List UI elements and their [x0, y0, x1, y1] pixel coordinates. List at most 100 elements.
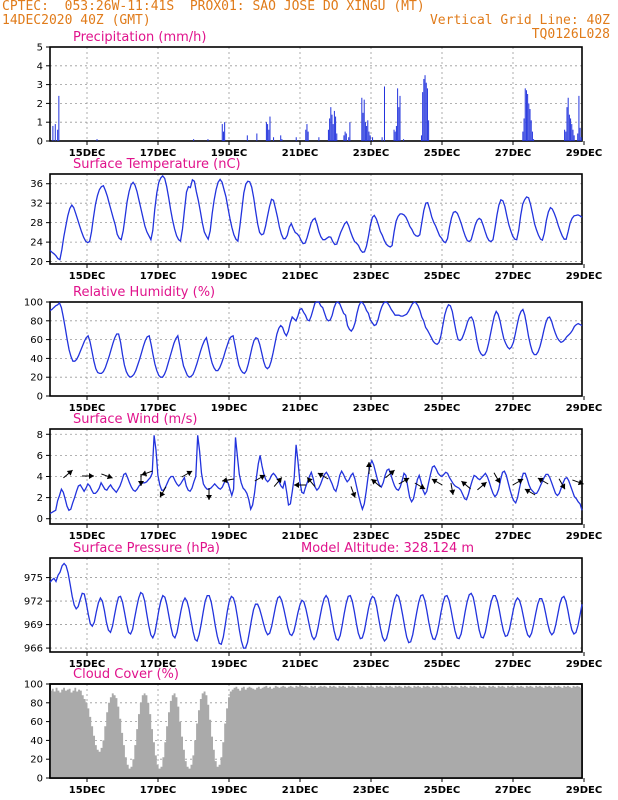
precip-bar: [369, 135, 371, 141]
precip-bar: [330, 107, 332, 141]
precip-bar: [368, 131, 370, 141]
plot-frame: [49, 557, 583, 653]
wind-direction-arrow: [222, 477, 234, 484]
precip-bar: [530, 120, 532, 141]
y-tick-label: 2: [37, 99, 43, 110]
x-tick-label: 27DEC: [495, 148, 531, 159]
precip-bar: [525, 90, 527, 141]
wind-direction-arrow: [138, 474, 144, 486]
y-tick-label: 0: [37, 137, 43, 148]
y-tick-label: 32: [30, 199, 43, 210]
precip-bar: [362, 112, 364, 141]
chart-header: CPTEC: 053:26W-11:41S PROX01: SAO JOSE D…: [0, 0, 618, 44]
x-tick-label: 29DEC: [566, 271, 602, 282]
precip-bar: [57, 129, 59, 141]
panel-cloud: 0 20 40 60 80 100 15DEC 17DEC 19DEC 21DEC 23DEC 25D…: [24, 667, 602, 796]
x-tick-label: 19DEC: [211, 659, 247, 670]
wind-direction-arrow: [63, 469, 73, 479]
panel-pres: 966 969 972 975 15DEC 17DEC 19DEC 21DEC 23DEC 25D…: [24, 541, 602, 670]
wind-direction-arrow: [493, 472, 501, 484]
precip-bar: [567, 97, 569, 141]
panel-precip: 0 1 2 3 4 5 15DEC 17DEC 19DEC 21DEC 23DEC 25DEC 27DE…: [37, 30, 603, 159]
x-tick-label: 17DEC: [140, 785, 176, 796]
x-tick-label: 29DEC: [566, 531, 602, 542]
y-tick-label: 80: [30, 698, 43, 709]
wind-direction-arrow: [273, 477, 283, 487]
precip-bar: [224, 122, 226, 141]
plot-frame: [49, 683, 583, 779]
panel-rh: 0 20 40 60 80 100 15DEC 17DEC 19DEC 21DEC 23DEC 25D…: [24, 285, 602, 414]
wind-direction-arrow: [558, 478, 566, 490]
x-tick-label: 19DEC: [211, 531, 247, 542]
x-tick-label: 27DEC: [495, 659, 531, 670]
precip-bar: [580, 137, 582, 141]
x-tick-label: 25DEC: [424, 403, 460, 414]
precip-bar: [281, 139, 283, 141]
precip-bar: [528, 103, 530, 141]
x-tick-label: 19DEC: [211, 785, 247, 796]
precip-bar: [403, 139, 405, 141]
precip-bar: [424, 75, 426, 141]
precip-bar: [566, 107, 568, 141]
y-tick-label: 4: [37, 472, 43, 483]
x-tick-label: 23DEC: [353, 785, 389, 796]
x-tick-label: 17DEC: [140, 531, 176, 542]
precip-bar: [564, 129, 566, 141]
x-tick-label: 21DEC: [282, 271, 318, 282]
precip-bar: [52, 125, 54, 141]
precip-bar: [395, 125, 397, 141]
precip-bar: [363, 99, 365, 141]
panel-temp: 20 24 28 32 36 15DEC 17DEC 19DEC 21DEC 23DEC 25DEC…: [30, 157, 602, 282]
precip-bar: [269, 116, 271, 141]
precip-bar: [331, 114, 333, 141]
precip-bar: [246, 135, 248, 141]
precip-bar: [348, 137, 350, 141]
y-tick-label: 6: [37, 451, 43, 462]
precip-bar: [397, 88, 399, 141]
y-tick-label: 2: [37, 493, 43, 504]
wind-direction-arrow: [371, 478, 381, 488]
x-tick-label: 15DEC: [69, 785, 105, 796]
y-tick-label: 5: [37, 43, 43, 54]
wind-direction-arrow: [366, 462, 372, 474]
precip-bar: [565, 131, 567, 141]
wind-direction-arrow: [572, 479, 584, 486]
wind-direction-arrow: [461, 480, 471, 490]
panel-title: Surface Pressure (hPa): [73, 541, 220, 556]
plot-frame: [49, 428, 583, 525]
precip-bar: [54, 124, 56, 141]
precip-bar: [335, 116, 337, 141]
y-tick-label: 969: [24, 620, 43, 631]
precip-bar: [329, 118, 331, 141]
wind-direction-arrow: [181, 470, 193, 478]
x-tick-label: 21DEC: [282, 659, 318, 670]
x-tick-label: 21DEC: [282, 403, 318, 414]
precip-bar: [333, 110, 335, 141]
precip-bar: [327, 129, 329, 141]
precip-bar: [336, 133, 338, 141]
x-tick-label: 21DEC: [282, 148, 318, 159]
x-tick-label: 15DEC: [69, 531, 105, 542]
y-tick-label: 40: [30, 736, 43, 747]
panel-title: Relative Humidity (%): [73, 285, 215, 300]
temp-series-line: [49, 174, 583, 261]
y-tick-label: 24: [30, 238, 43, 249]
y-tick-label: 40: [30, 354, 43, 365]
x-tick-label: 21DEC: [282, 785, 318, 796]
precip-bar: [527, 94, 529, 141]
panel-title: Precipitation (mm/h): [73, 30, 206, 45]
wind-direction-arrow: [159, 486, 167, 498]
x-tick-label: 25DEC: [424, 148, 460, 159]
precip-bar: [533, 139, 535, 141]
precip-bar: [383, 86, 385, 141]
y-tick-label: 8: [37, 430, 43, 441]
y-tick-label: 4: [37, 61, 43, 72]
precip-bar: [58, 95, 60, 141]
precip-bar: [394, 131, 396, 141]
y-tick-label: 3: [37, 80, 43, 91]
x-tick-label: 15DEC: [69, 271, 105, 282]
wind-direction-arrow: [350, 486, 357, 498]
wind-direction-arrow: [431, 478, 443, 486]
x-tick-label: 25DEC: [424, 659, 460, 670]
x-tick-label: 15DEC: [69, 659, 105, 670]
